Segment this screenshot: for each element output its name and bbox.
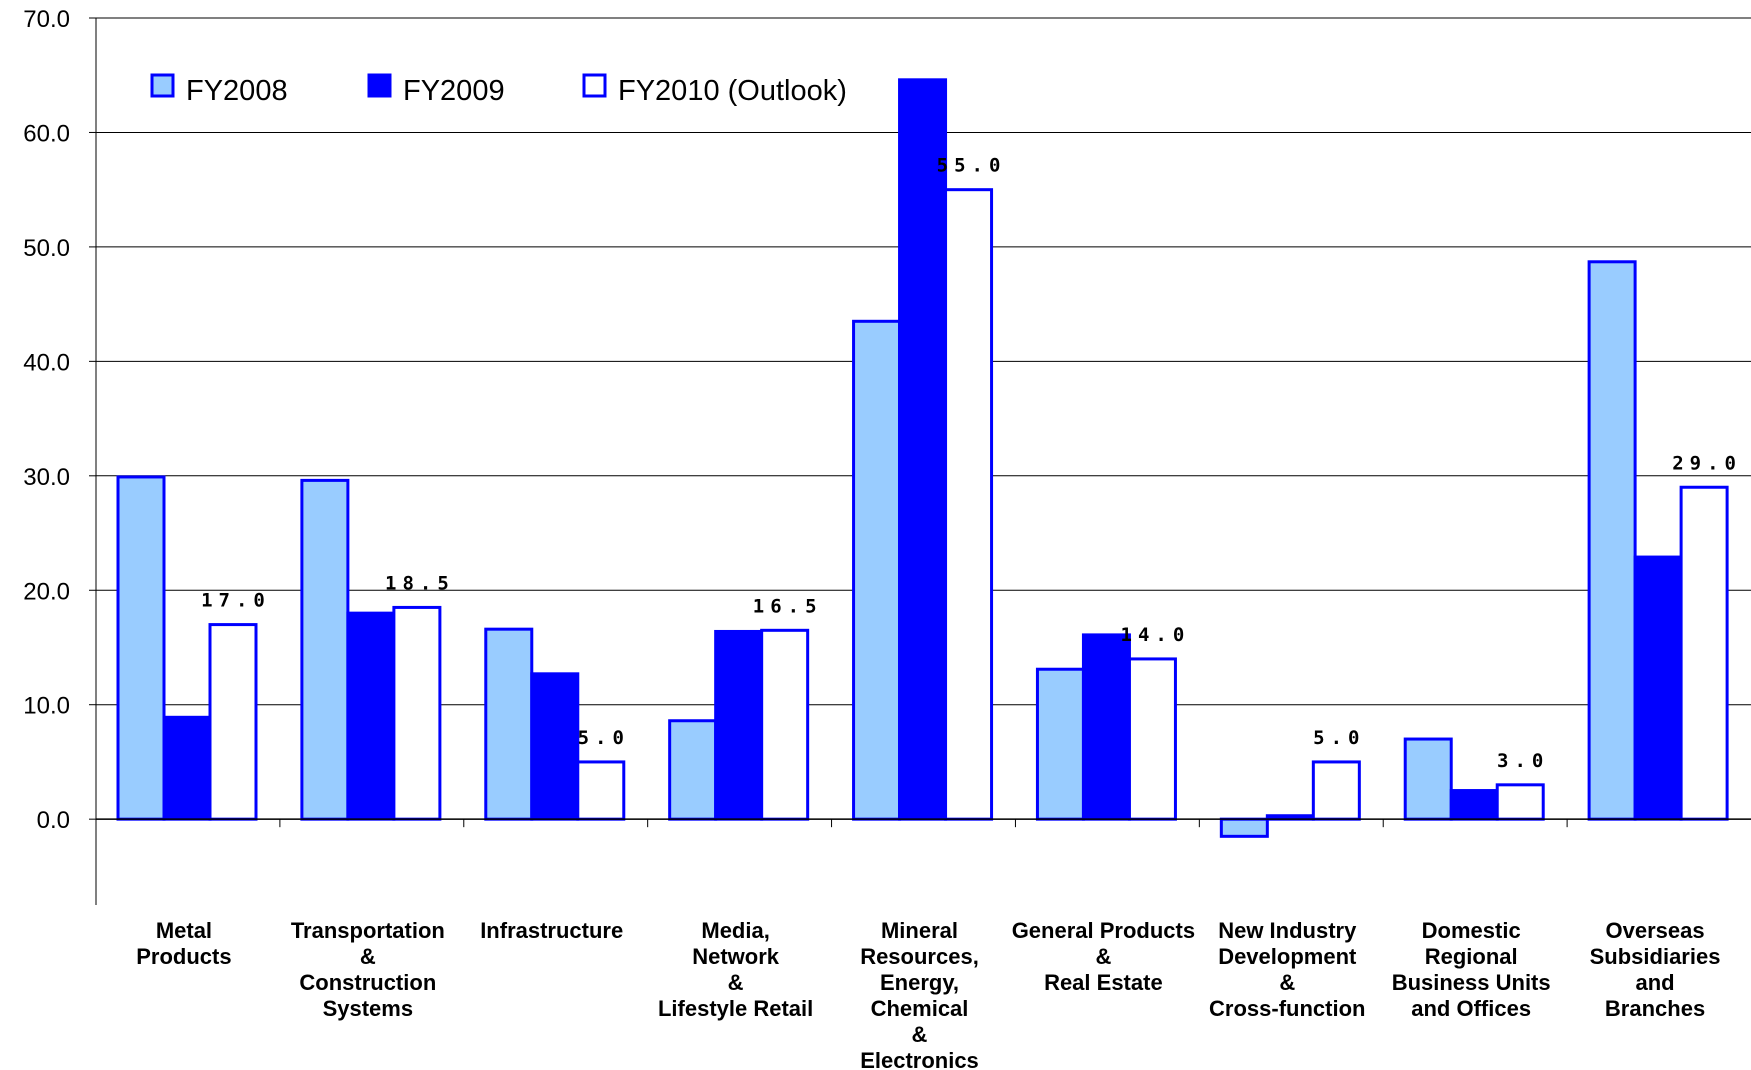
category-label: Mineral Resources, Energy, Chemical & Electro… [860,918,979,1070]
data-label: 17.0 [201,590,271,612]
legend-swatch-fy2009 [367,73,392,98]
y-tick-label: 30.0 [23,464,70,491]
category-label-line: & [912,1022,928,1047]
bar-fy2010-outlook-3 [760,628,810,821]
y-tick-label: 10.0 [23,693,70,720]
category-label-line: General Products [1012,918,1195,943]
category-label: Overseas Subsidiaries and Branches [1590,918,1721,1021]
category-label-line: & [1095,944,1111,969]
data-label: 55.0 [937,155,1007,177]
bar-fy2009-7 [1449,789,1499,821]
bar-fy2008-1 [300,478,350,821]
category-label-line: Overseas [1606,918,1705,943]
category-label: Infrastructure [480,918,623,943]
bar-fy2008-5 [1035,667,1085,821]
legend-label-fy2010: FY2010 (Outlook) [618,75,847,107]
category-label-line: Regional [1425,944,1518,969]
category-label-line: Infrastructure [480,918,623,943]
category-label-line: Energy, [880,970,959,995]
bar-fy2008-0 [116,475,166,821]
y-axis: 70.0 60.0 50.0 40.0 30.0 20.0 10.0 0.0 [23,6,97,905]
category-label: General Products & Real Estate [1012,918,1195,995]
category-label-line: and Offices [1411,996,1531,1021]
y-tick-label: 0.0 [37,807,70,834]
legend-swatch-fy2010 [582,73,607,98]
bar-fy2010-outlook-6 [1311,760,1361,821]
category-label: Domestic Regional Business Units and Office… [1392,918,1551,1021]
x-axis [96,818,1751,828]
data-label: 3.0 [1497,750,1549,772]
bar-fy2010-outlook-8 [1679,485,1729,821]
bar-fy2009-8 [1633,555,1683,821]
category-label-line: Transportation [291,918,445,943]
bar-fy2010-outlook-7 [1495,783,1545,821]
y-tick-label: 70.0 [23,6,70,33]
category-label-line: Domestic [1422,918,1521,943]
category-label-line: Construction [299,970,436,995]
bar-fy2010-outlook-1 [392,605,442,821]
bar-fy2009-4 [898,78,948,821]
bar-fy2010-outlook-4 [944,188,994,821]
category-label: Metal Products [136,918,231,969]
category-label-line: and [1635,970,1674,995]
data-label: 5.0 [1313,727,1365,749]
bar-fy2008-7 [1403,737,1453,821]
bar-fy2008-2 [484,627,534,821]
y-tick-label: 60.0 [23,120,70,147]
bar-fy2009-3 [714,629,764,821]
data-label: 5.0 [578,727,630,749]
category-label-line: Development [1218,944,1357,969]
category-label-line: Subsidiaries [1590,944,1721,969]
category-label-line: Products [136,944,231,969]
bar-fy2009-2 [530,672,580,821]
category-label-line: Business Units [1392,970,1551,995]
y-tick-label: 40.0 [23,349,70,376]
bar-fy2010-outlook-0 [208,623,258,821]
bar-fy2008-4 [852,319,902,821]
data-label: 16.5 [753,595,823,617]
category-label-line: New Industry [1218,918,1357,943]
category-label-line: & [1279,970,1295,995]
bar-fy2009-1 [346,611,396,821]
legend-swatch-fy2008 [150,73,175,98]
bar-fy2008-3 [668,719,718,821]
category-label: Transportation & Construction Systems [291,918,445,1021]
legend-label-fy2009: FY2009 [403,75,505,107]
category-label-line: Chemical [871,996,969,1021]
category-label: New Industry Development & Cross-function [1209,918,1365,1021]
y-tick-label: 50.0 [23,235,70,262]
data-label: 29.0 [1672,452,1742,474]
category-label-line: & [728,970,744,995]
bars [116,78,1729,838]
data-label: 14.0 [1121,624,1191,646]
category-label-line: Lifestyle Retail [658,996,813,1021]
category-label-line: Cross-function [1209,996,1365,1021]
category-label-line: & [360,944,376,969]
bar-fy2010-outlook-2 [576,760,626,821]
category-label-line: Real Estate [1044,970,1163,995]
category-label-line: Mineral [881,918,958,943]
category-label-line: Electronics [860,1048,979,1070]
data-label: 18.5 [385,572,455,594]
data-labels: 17.0 18.5 5.0 16.5 55.0 14.0 5.0 3.0 29.0 [201,155,1742,772]
category-label-line: Network [692,944,780,969]
legend: FY2008 FY2009 FY2010 (Outlook) [150,73,847,107]
y-tick-label: 20.0 [23,578,70,605]
category-label: Media, Network & Lifestyle Retail [658,918,813,1021]
bar-fy2009-5 [1081,633,1131,821]
bar-fy2009-0 [162,715,212,821]
bar-fy2008-6 [1219,817,1269,838]
bar-fy2010-outlook-5 [1127,657,1177,821]
category-label-line: Resources, [860,944,979,969]
bar-fy2008-8 [1587,260,1637,821]
category-label-line: Media, [701,918,769,943]
legend-label-fy2008: FY2008 [186,75,288,107]
category-label-line: Metal [156,918,212,943]
category-label-line: Branches [1605,996,1705,1021]
category-label-line: Systems [323,996,414,1021]
